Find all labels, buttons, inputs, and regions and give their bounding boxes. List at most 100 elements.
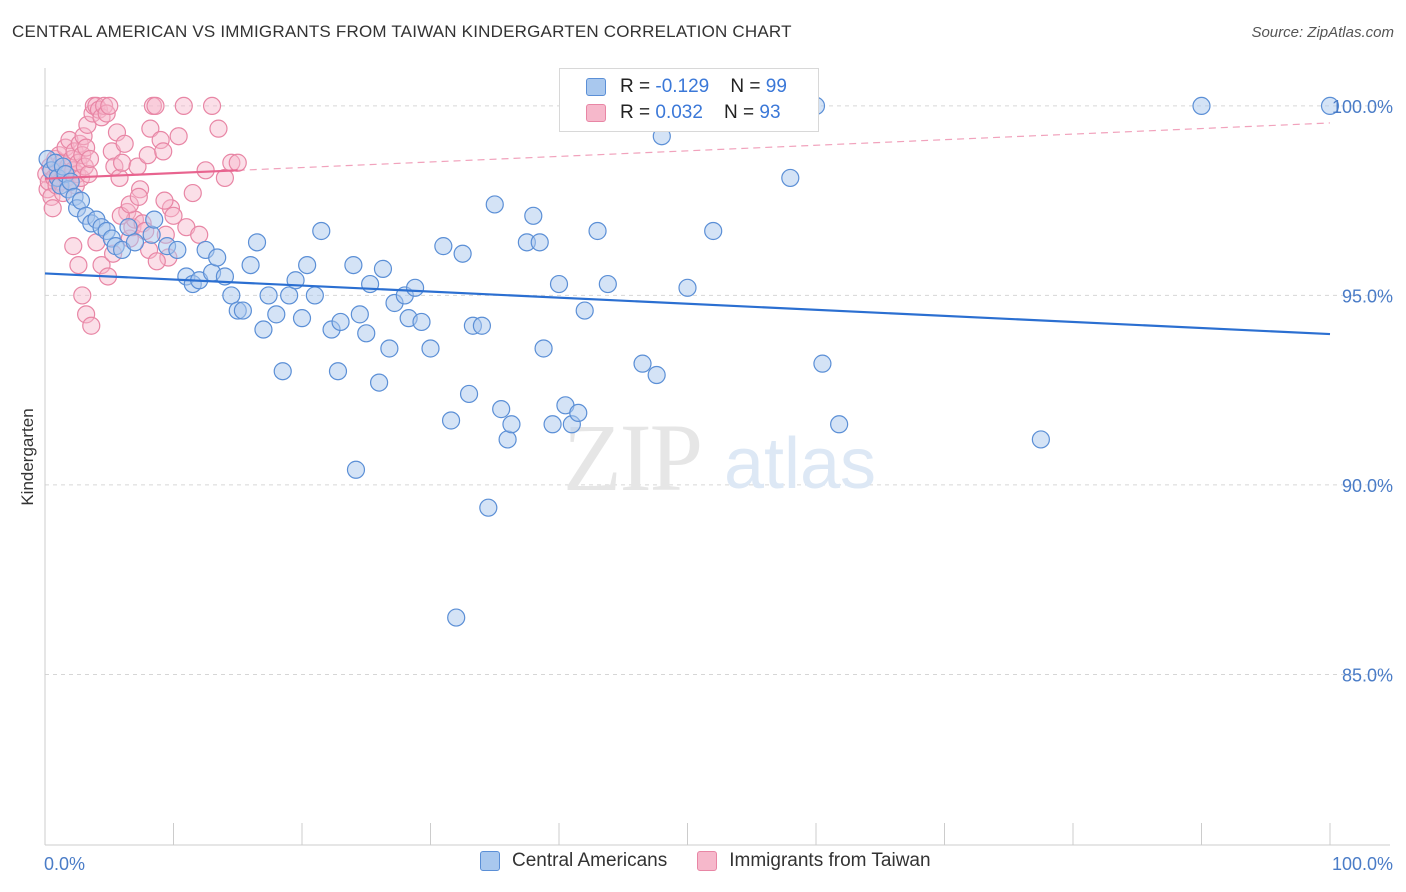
r-label: R = <box>620 76 656 97</box>
central-american-point <box>598 274 617 294</box>
central-american-point <box>71 191 91 210</box>
central-american-point <box>502 415 521 434</box>
central-american-point <box>280 286 299 305</box>
taiwan-point <box>77 305 96 324</box>
taiwan-trendline <box>44 169 238 180</box>
central-american-point <box>588 221 607 241</box>
spacer <box>709 76 730 98</box>
trend-lines <box>44 122 1331 336</box>
central-american-point <box>543 415 562 434</box>
central-american-point <box>498 430 517 449</box>
central-american-point <box>447 608 466 627</box>
central-american-point <box>267 305 286 324</box>
central-american-point <box>479 498 498 517</box>
central-american-point <box>370 373 389 392</box>
central-american-point <box>208 248 227 267</box>
x-tick-label: 100.0% <box>1332 854 1393 874</box>
central-american-point <box>350 305 369 324</box>
taiwan-trendline-extension <box>237 122 1331 171</box>
taiwan-point <box>196 161 215 180</box>
central-american-point <box>254 320 273 339</box>
central-american-point <box>434 237 453 256</box>
taiwan-point <box>141 119 160 138</box>
central-american-point <box>380 339 399 358</box>
central-american-point <box>61 172 80 191</box>
central-american-trendline <box>44 272 1331 336</box>
central-american-point <box>241 255 260 275</box>
taiwan-point <box>74 127 93 146</box>
taiwan-point <box>209 119 228 138</box>
y-axis-label: Kindergarten <box>18 408 37 505</box>
central-american-point <box>530 233 549 252</box>
source-label: Source: ZipAtlas.com <box>1251 24 1394 41</box>
stats-legend: R = -0.129 N = 99 R = 0.032 N = 93 <box>559 68 819 132</box>
central-american-point <box>273 362 292 381</box>
y-tick-label: 90.0% <box>1342 476 1393 496</box>
central-american-point <box>813 354 832 373</box>
central-american-point <box>830 415 849 434</box>
central-american-point <box>704 221 723 241</box>
watermark-atlas: atlas <box>724 424 876 504</box>
taiwan-point <box>146 96 165 116</box>
taiwan-point <box>80 149 100 169</box>
central-american-point <box>373 259 393 278</box>
series-taiwan-points <box>37 96 247 335</box>
central-american-point <box>647 365 666 385</box>
central-american-point <box>1031 430 1050 449</box>
central-american-point <box>405 278 425 297</box>
taiwan-point <box>169 127 188 146</box>
central-american-point <box>472 316 491 335</box>
central-american-point <box>492 400 511 419</box>
legend-label: Immigrants from Taiwan <box>729 850 931 871</box>
y-tick-label: 85.0% <box>1342 665 1393 685</box>
central-american-point <box>222 286 241 305</box>
series-legend: Central Americans Immigrants from Taiwan <box>480 850 961 872</box>
spacer <box>703 102 724 124</box>
central-american-point <box>459 384 479 404</box>
legend-item-taiwan[interactable]: Immigrants from Taiwan <box>697 850 931 872</box>
taiwan-point <box>164 206 183 225</box>
central-american-point <box>421 339 440 358</box>
central-american-point <box>168 240 187 260</box>
central-american-point <box>145 210 164 229</box>
y-tick-label: 100.0% <box>1332 97 1393 117</box>
taiwan-point <box>115 134 134 153</box>
legend-item-central-americans[interactable]: Central Americans <box>480 850 667 872</box>
stats-row-taiwan: R = 0.032 N = 93 <box>586 101 781 125</box>
central-american-point <box>292 309 312 328</box>
taiwan-point <box>202 96 222 116</box>
n-label: N = <box>724 102 760 123</box>
central-american-point <box>344 255 363 275</box>
taiwan-point <box>138 146 157 165</box>
central-american-point <box>346 460 366 479</box>
pink-swatch <box>697 851 718 871</box>
central-american-point <box>259 286 278 305</box>
chart-title: CENTRAL AMERICAN VS IMMIGRANTS FROM TAIW… <box>12 22 792 41</box>
taiwan-point <box>73 286 92 305</box>
central-american-point <box>678 278 697 297</box>
taiwan-point <box>215 168 234 188</box>
central-american-point <box>247 233 267 252</box>
pink-swatch <box>586 104 606 122</box>
taiwan-point <box>155 191 174 210</box>
taiwan-point <box>43 199 62 218</box>
taiwan-point <box>64 237 83 256</box>
central-american-point <box>575 301 594 320</box>
taiwan-point <box>130 180 150 199</box>
taiwan-point <box>228 153 247 172</box>
taiwan-point <box>190 225 209 244</box>
taiwan-point <box>79 165 98 184</box>
gridlines <box>45 105 1390 675</box>
central-american-point <box>119 218 138 237</box>
central-american-point <box>453 244 472 263</box>
central-american-point <box>312 221 331 241</box>
watermark-zip: ZIP <box>563 404 701 511</box>
central-american-point <box>328 362 348 381</box>
blue-swatch <box>586 78 606 96</box>
taiwan-point <box>151 130 170 150</box>
stats-row-central-american: R = -0.129 N = 99 <box>586 75 787 99</box>
n-label: N = <box>730 76 766 97</box>
central-american-point <box>233 301 252 320</box>
central-american-point <box>441 411 461 430</box>
